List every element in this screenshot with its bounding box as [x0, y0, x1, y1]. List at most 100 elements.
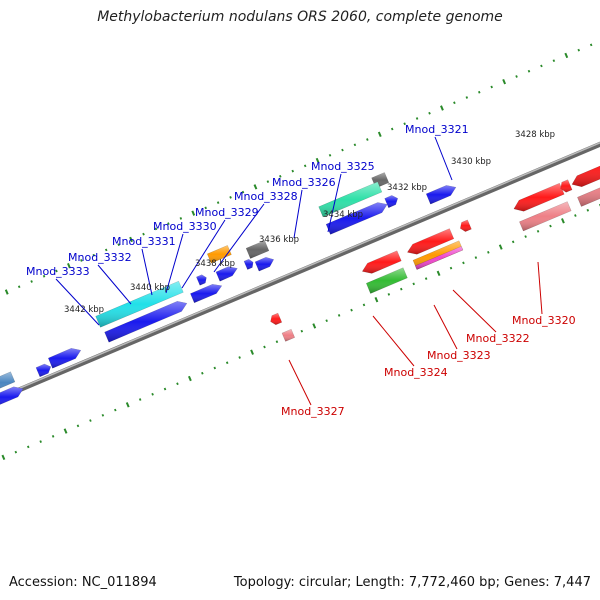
axis-highlight	[0, 142, 600, 398]
lower-dot-tick	[561, 218, 565, 224]
upper-dot-tick	[55, 269, 58, 273]
lower-dot-tick	[300, 329, 304, 333]
gene-label-mnod_3329: Mnod_3329	[195, 206, 259, 219]
upper-dot-tick	[92, 253, 96, 257]
upper-dot-tick	[179, 217, 183, 220]
lower-dot-tick	[89, 419, 92, 422]
upper-dot-tick	[415, 117, 419, 120]
gene-label-mnod_3320: Mnod_3320	[512, 314, 576, 327]
lower-dot-tick	[125, 402, 130, 408]
gene-arrow-shade-14	[190, 284, 222, 303]
gene-arrow-shade-21	[572, 166, 600, 187]
leader-mnod_3326	[293, 189, 303, 239]
upper-dot-tick	[42, 274, 46, 278]
lower-dot-tick	[14, 450, 18, 454]
gene-arrow-shade-22	[577, 187, 600, 207]
lower-dot-tick	[498, 244, 503, 250]
gene-arrow-shade-18	[0, 386, 24, 405]
upper-dot-tick	[390, 127, 394, 131]
lower-dot-tick	[176, 382, 179, 386]
upper-dot-tick	[502, 79, 507, 85]
kbp-label: 3442 kbp	[64, 305, 104, 315]
lower-dot-tick	[511, 240, 515, 244]
gene-label-mnod_3328: Mnod_3328	[234, 190, 298, 203]
lower-dot-tick	[51, 434, 55, 438]
kbp-label: 3430 kbp	[451, 157, 491, 167]
lower-dot-tick	[374, 296, 379, 303]
gene-arrow-shade-26	[415, 246, 463, 270]
lower-dot-tick	[76, 424, 80, 428]
upper-dot-tick	[453, 101, 456, 105]
lower-dot-tick	[1, 454, 6, 461]
gene-arrow-shade-3	[318, 181, 382, 217]
gene-label-mnod_3333: Mnod_3333	[26, 265, 90, 278]
lower-dot-tick	[524, 235, 527, 238]
leader-mnod_3330	[165, 233, 184, 294]
leader-mnod_3325	[327, 173, 342, 233]
leader-mnod_3331	[141, 248, 153, 296]
lower-dot-tick	[151, 392, 154, 396]
gene-label-mnod_3325: Mnod_3325	[311, 160, 375, 173]
topology-text: Topology: circular; Length: 7,772,460 bp…	[233, 575, 591, 590]
lower-dot-tick	[250, 349, 254, 355]
gene-arrow-shade-23	[560, 179, 573, 193]
gene-label-mnod_3322: Mnod_3322	[466, 332, 530, 345]
gene-arrow-shade-7	[255, 257, 274, 272]
gene-arrow-shade-15	[48, 348, 81, 369]
upper-dot-tick	[403, 122, 406, 126]
gene-label-mnod_3321: Mnod_3321	[405, 123, 469, 136]
upper-dot-tick	[527, 69, 531, 73]
gene-arrow-shade-13	[104, 301, 187, 343]
gene-arrow-shade-11	[244, 259, 254, 270]
lower-dot-tick	[449, 266, 453, 270]
gene-label-mnod_3324: Mnod_3324	[384, 366, 448, 379]
lower-dot-tick	[188, 375, 192, 382]
gene-arrow-shade-4	[326, 202, 388, 235]
leader-mnod_3321	[434, 136, 453, 181]
gene-arrow-shade-6	[246, 240, 269, 259]
lower-dot-tick	[574, 214, 577, 217]
upper-dot-tick	[328, 153, 332, 157]
upper-dot-tick	[490, 85, 493, 89]
lower-dot-tick	[238, 356, 241, 359]
leader-mnod_3327	[288, 359, 312, 406]
upper-dot-tick	[80, 259, 83, 262]
lower-dot-tick	[26, 445, 30, 449]
gene-arrow-shade-27	[362, 250, 402, 274]
lower-dot-tick	[536, 229, 540, 233]
lower-dot-tick	[474, 256, 478, 259]
lower-dot-tick	[163, 387, 167, 391]
upper-dot-tick	[142, 232, 145, 236]
gene-arrow-shade-28	[366, 267, 408, 294]
upper-dot-tick	[241, 190, 245, 194]
upper-dot-tick	[589, 43, 593, 47]
genome-axis	[0, 141, 600, 401]
lower-dot-tick	[462, 261, 465, 265]
upper-dot-tick	[552, 59, 556, 63]
upper-dot-tick	[377, 131, 382, 137]
upper-dot-tick	[440, 105, 444, 111]
kbp-label: 3440 kbp	[130, 283, 170, 293]
lower-dot-tick	[114, 408, 117, 412]
accession-text: Accession: NC_011894	[9, 575, 157, 590]
lower-dot-tick	[350, 308, 353, 312]
lower-dot-tick	[138, 398, 142, 401]
upper-dot-tick	[117, 243, 120, 247]
upper-dot-tick	[253, 184, 258, 190]
lower-dot-tick	[312, 323, 317, 329]
upper-dot-tick	[154, 227, 158, 231]
lower-dot-tick	[275, 340, 279, 344]
kbp-label: 3432 kbp	[387, 183, 427, 193]
lower-dot-tick	[424, 277, 428, 280]
upper-dot-tick	[204, 206, 207, 210]
gene-arrow-shade-1	[426, 185, 456, 205]
gene-arrow-shade-8	[207, 245, 232, 264]
lower-dot-tick	[586, 208, 590, 212]
gene-arrow-shade-31	[282, 329, 295, 342]
upper-dot-tick	[577, 48, 580, 52]
lower-dot-tick	[487, 250, 490, 254]
upper-dot-tick	[428, 111, 431, 115]
upper-dot-tick	[303, 164, 307, 168]
upper-dot-tick	[104, 248, 108, 252]
lower-dot-tick	[337, 314, 341, 317]
